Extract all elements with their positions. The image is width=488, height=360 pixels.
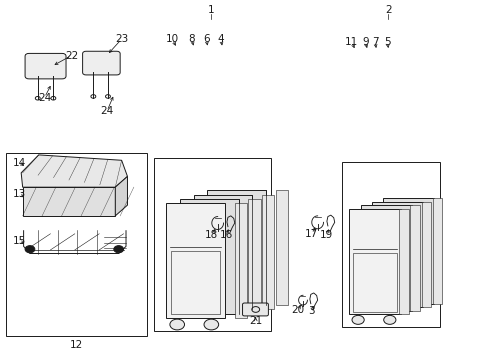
- Text: 20: 20: [291, 305, 304, 315]
- Text: 13: 13: [13, 189, 26, 199]
- Text: 12: 12: [69, 340, 83, 350]
- Text: 7: 7: [371, 37, 378, 47]
- Bar: [207, 190, 265, 305]
- Text: 6: 6: [203, 35, 209, 44]
- Ellipse shape: [383, 315, 395, 324]
- Text: 8: 8: [188, 35, 195, 44]
- Bar: [371, 202, 422, 307]
- Text: 17: 17: [305, 229, 318, 239]
- Text: 21: 21: [248, 316, 262, 325]
- Text: 23: 23: [115, 34, 128, 44]
- Bar: [348, 209, 400, 315]
- Bar: [166, 203, 224, 318]
- Bar: [248, 199, 260, 314]
- Bar: [154, 158, 271, 330]
- Bar: [5, 153, 147, 336]
- Bar: [352, 253, 396, 312]
- Text: 9: 9: [362, 37, 368, 47]
- Text: 11: 11: [345, 37, 358, 47]
- Text: 24: 24: [100, 106, 113, 116]
- Text: 3: 3: [308, 306, 314, 316]
- Bar: [171, 251, 220, 315]
- Text: 4: 4: [217, 35, 224, 44]
- Text: 2: 2: [384, 5, 391, 15]
- Bar: [421, 202, 430, 307]
- FancyBboxPatch shape: [25, 53, 66, 79]
- Bar: [234, 203, 246, 318]
- Text: 10: 10: [165, 35, 179, 44]
- FancyBboxPatch shape: [242, 303, 268, 316]
- Text: 19: 19: [319, 230, 332, 239]
- Bar: [398, 209, 408, 315]
- Bar: [360, 205, 411, 311]
- Polygon shape: [22, 187, 115, 216]
- Text: 18: 18: [204, 230, 218, 239]
- Bar: [193, 195, 252, 310]
- Text: 15: 15: [13, 236, 26, 246]
- Polygon shape: [115, 176, 127, 216]
- Ellipse shape: [351, 315, 364, 324]
- Text: 24: 24: [38, 93, 51, 103]
- Bar: [275, 190, 287, 305]
- Text: 16: 16: [219, 230, 232, 239]
- Text: 14: 14: [13, 158, 26, 168]
- Polygon shape: [21, 155, 127, 187]
- Bar: [409, 205, 419, 311]
- Text: 5: 5: [383, 37, 390, 47]
- Text: 1: 1: [207, 5, 214, 15]
- Ellipse shape: [169, 319, 184, 330]
- Text: 22: 22: [64, 50, 78, 60]
- Circle shape: [114, 246, 123, 253]
- Bar: [180, 199, 238, 314]
- Ellipse shape: [203, 319, 218, 330]
- Bar: [262, 195, 274, 310]
- Bar: [432, 198, 442, 304]
- FancyBboxPatch shape: [82, 51, 120, 75]
- Bar: [382, 198, 433, 304]
- Circle shape: [25, 246, 35, 253]
- Bar: [341, 162, 439, 327]
